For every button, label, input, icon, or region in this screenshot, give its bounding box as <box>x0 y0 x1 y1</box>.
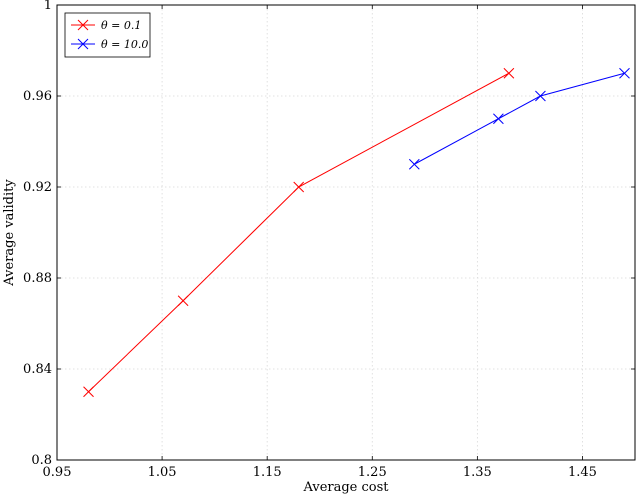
grid <box>56 4 635 461</box>
legend-item: θ = 10.0 <box>71 38 148 51</box>
legend-marker <box>77 19 89 31</box>
y-tick-label: 0.96 <box>23 89 52 104</box>
legend-box <box>64 12 151 58</box>
series-1 <box>83 67 515 398</box>
y-tick-labels: 0.8 0.84 0.88 0.92 0.96 1 <box>23 0 52 468</box>
plot-frame <box>56 4 636 461</box>
y-tick-label: 0.92 <box>23 180 52 195</box>
y-tick-label: 0.8 <box>31 453 52 468</box>
legend-item: θ = 0.1 <box>71 19 141 32</box>
data-point <box>177 295 189 307</box>
x-tick-label: 1.35 <box>463 465 492 480</box>
tick-marks <box>56 4 635 461</box>
series-2 <box>408 67 630 170</box>
data-point <box>535 90 546 102</box>
x-tick-labels: 0.95 1.05 1.15 1.25 1.35 1.45 <box>43 465 597 480</box>
data-point <box>503 67 515 79</box>
data-point <box>408 158 420 170</box>
x-tick-label: 1.15 <box>253 465 282 480</box>
legend-label: θ = 10.0 <box>101 38 148 51</box>
y-tick-label: 0.88 <box>23 271 52 286</box>
x-tick-label: 0.95 <box>43 465 72 480</box>
series-line <box>414 72 625 165</box>
x-tick-label: 1.45 <box>568 465 597 480</box>
y-tick-label: 0.84 <box>23 362 52 377</box>
y-axis-label: Average validity <box>2 179 17 287</box>
legend: θ = 0.1 θ = 10.0 <box>64 12 151 58</box>
data-point <box>83 386 94 398</box>
legend-label: θ = 0.1 <box>101 19 141 32</box>
legend-marker <box>77 38 89 50</box>
x-tick-label: 1.05 <box>148 465 177 480</box>
data-point <box>619 67 630 79</box>
series-layer <box>83 67 630 398</box>
series-line <box>88 72 510 393</box>
y-tick-label: 1 <box>44 0 52 13</box>
data-point <box>293 181 305 193</box>
x-axis-label: Average cost <box>302 480 389 495</box>
data-point <box>493 113 504 125</box>
x-tick-label: 1.25 <box>358 465 387 480</box>
